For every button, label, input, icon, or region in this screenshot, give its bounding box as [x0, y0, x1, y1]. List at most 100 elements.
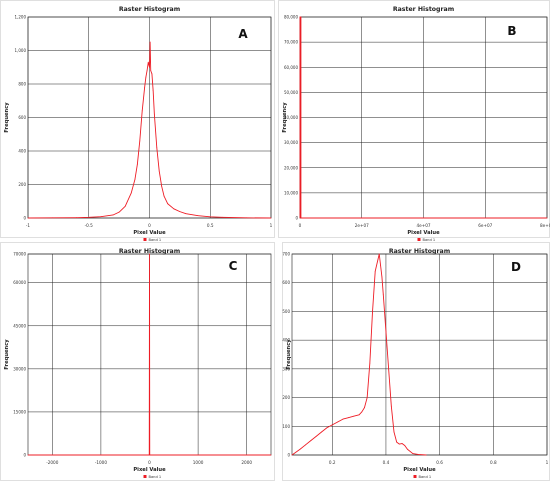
histogram-point — [385, 331, 387, 332]
histogram-point — [246, 217, 248, 219]
y-tick-label: 20,000 — [284, 165, 298, 170]
histogram-point — [145, 76, 147, 78]
y-tick-label: 40,000 — [284, 115, 298, 120]
y-tick-label: 0 — [295, 216, 298, 221]
y-axis-label: Frequency — [4, 102, 10, 133]
y-tick-label: 1,000 — [15, 48, 27, 53]
x-tick-label: -0.5 — [85, 223, 94, 228]
x-tick-label: 0.8 — [490, 460, 497, 465]
histogram-point — [149, 253, 150, 255]
histogram-point — [100, 216, 102, 218]
chart-title: Raster Histogram — [119, 6, 180, 13]
x-tick-label: 1 — [270, 223, 273, 228]
y-tick-label: 60000 — [13, 280, 26, 285]
y-tick-label: 800 — [18, 82, 26, 87]
histogram-point — [401, 443, 403, 444]
x-tick-label: 8e+07 — [540, 223, 550, 228]
chart-title: Raster Histogram — [389, 248, 450, 255]
y-tick-label: 30000 — [13, 366, 26, 371]
y-tick-label: 30,000 — [284, 140, 298, 145]
histogram-point — [388, 368, 390, 370]
histogram-point — [88, 216, 90, 218]
y-tick-label: 200 — [282, 395, 290, 400]
histogram-point — [149, 66, 150, 68]
x-axis-label: Pixel Value — [403, 467, 436, 473]
y-tick-label: 600 — [282, 280, 290, 285]
histogram-point — [393, 431, 395, 433]
histogram-point — [299, 217, 301, 219]
x-axis-label: Pixel Value — [407, 230, 440, 236]
legend-swatch — [417, 238, 421, 241]
x-tick-label: 1000 — [193, 460, 204, 465]
histogram-point — [407, 448, 408, 450]
y-tick-label: 60,000 — [284, 65, 298, 70]
histogram-point — [369, 362, 371, 364]
panel-letter: B — [507, 24, 516, 38]
histogram-point — [337, 421, 339, 423]
chart-title: Raster Histogram — [119, 248, 180, 255]
y-tick-label: 100 — [282, 424, 290, 429]
histogram-point — [300, 16, 302, 18]
histogram-point — [374, 270, 376, 272]
histogram-point — [347, 417, 349, 419]
x-axis-label: Pixel Value — [133, 230, 166, 236]
x-tick-label: 0.5 — [207, 223, 214, 228]
x-tick-label: 0.2 — [329, 460, 336, 465]
histogram-point — [149, 41, 151, 43]
histogram-point — [546, 217, 548, 219]
histogram-point — [425, 454, 427, 456]
histogram-point — [270, 454, 272, 456]
y-tick-label: 500 — [282, 309, 290, 314]
histogram-point — [167, 203, 169, 205]
histogram-point — [27, 217, 29, 219]
histogram-point — [149, 454, 151, 456]
histogram-point — [372, 311, 373, 312]
y-tick-label: 300 — [282, 366, 290, 371]
panel-letter: A — [238, 27, 248, 41]
histogram-point — [153, 113, 155, 115]
histogram-point — [270, 217, 272, 219]
x-tick-label: -1000 — [95, 460, 108, 465]
histogram-point — [353, 415, 355, 417]
y-tick-label: 15000 — [13, 409, 26, 414]
histogram-point — [197, 215, 199, 217]
histogram-point — [185, 213, 187, 215]
histogram-point — [134, 179, 136, 180]
histogram-point — [152, 90, 154, 92]
x-tick-label: -2000 — [46, 460, 59, 465]
histogram-panel: 0 2e+07 4e+07 6e+07 8e+07 0 10,000 20,000 30,000… — [278, 0, 550, 242]
histogram-point — [331, 424, 333, 426]
histogram-point — [366, 397, 368, 398]
x-tick-label: 0.4 — [383, 460, 390, 465]
histogram-panel: -2000 -1000 0 1000 2000 0 15000 30000 45000 60000… — [0, 242, 275, 481]
legend-label: Band 1 — [423, 238, 436, 242]
histogram-point — [209, 216, 211, 218]
histogram-point — [377, 259, 379, 261]
histogram-point — [222, 216, 223, 218]
y-tick-label: 50,000 — [284, 90, 298, 95]
x-tick-label: 2000 — [241, 460, 252, 465]
histogram-point — [124, 205, 126, 207]
x-tick-label: 0 — [148, 460, 151, 465]
histogram-point — [315, 435, 317, 437]
histogram-point — [144, 86, 146, 88]
x-axis-label: Pixel Value — [133, 467, 166, 473]
histogram-point — [361, 411, 363, 413]
histogram-point — [396, 441, 398, 443]
y-tick-label: 200 — [18, 182, 26, 187]
x-tick-label: 6e+07 — [478, 223, 492, 228]
histogram-point — [163, 195, 165, 197]
y-axis-label: Frequency — [4, 339, 10, 370]
histogram-point — [150, 70, 152, 71]
chart-title: Raster Histogram — [393, 6, 454, 13]
histogram-point — [291, 454, 293, 456]
histogram-point — [161, 185, 163, 187]
histogram-point — [147, 61, 149, 63]
y-tick-label: 45000 — [13, 323, 26, 328]
legend-label: Band 1 — [149, 475, 162, 479]
legend-swatch — [143, 238, 147, 241]
histogram-point — [382, 293, 384, 295]
histogram-point — [299, 16, 301, 18]
histogram-point — [51, 217, 53, 219]
histogram-point — [130, 192, 132, 194]
